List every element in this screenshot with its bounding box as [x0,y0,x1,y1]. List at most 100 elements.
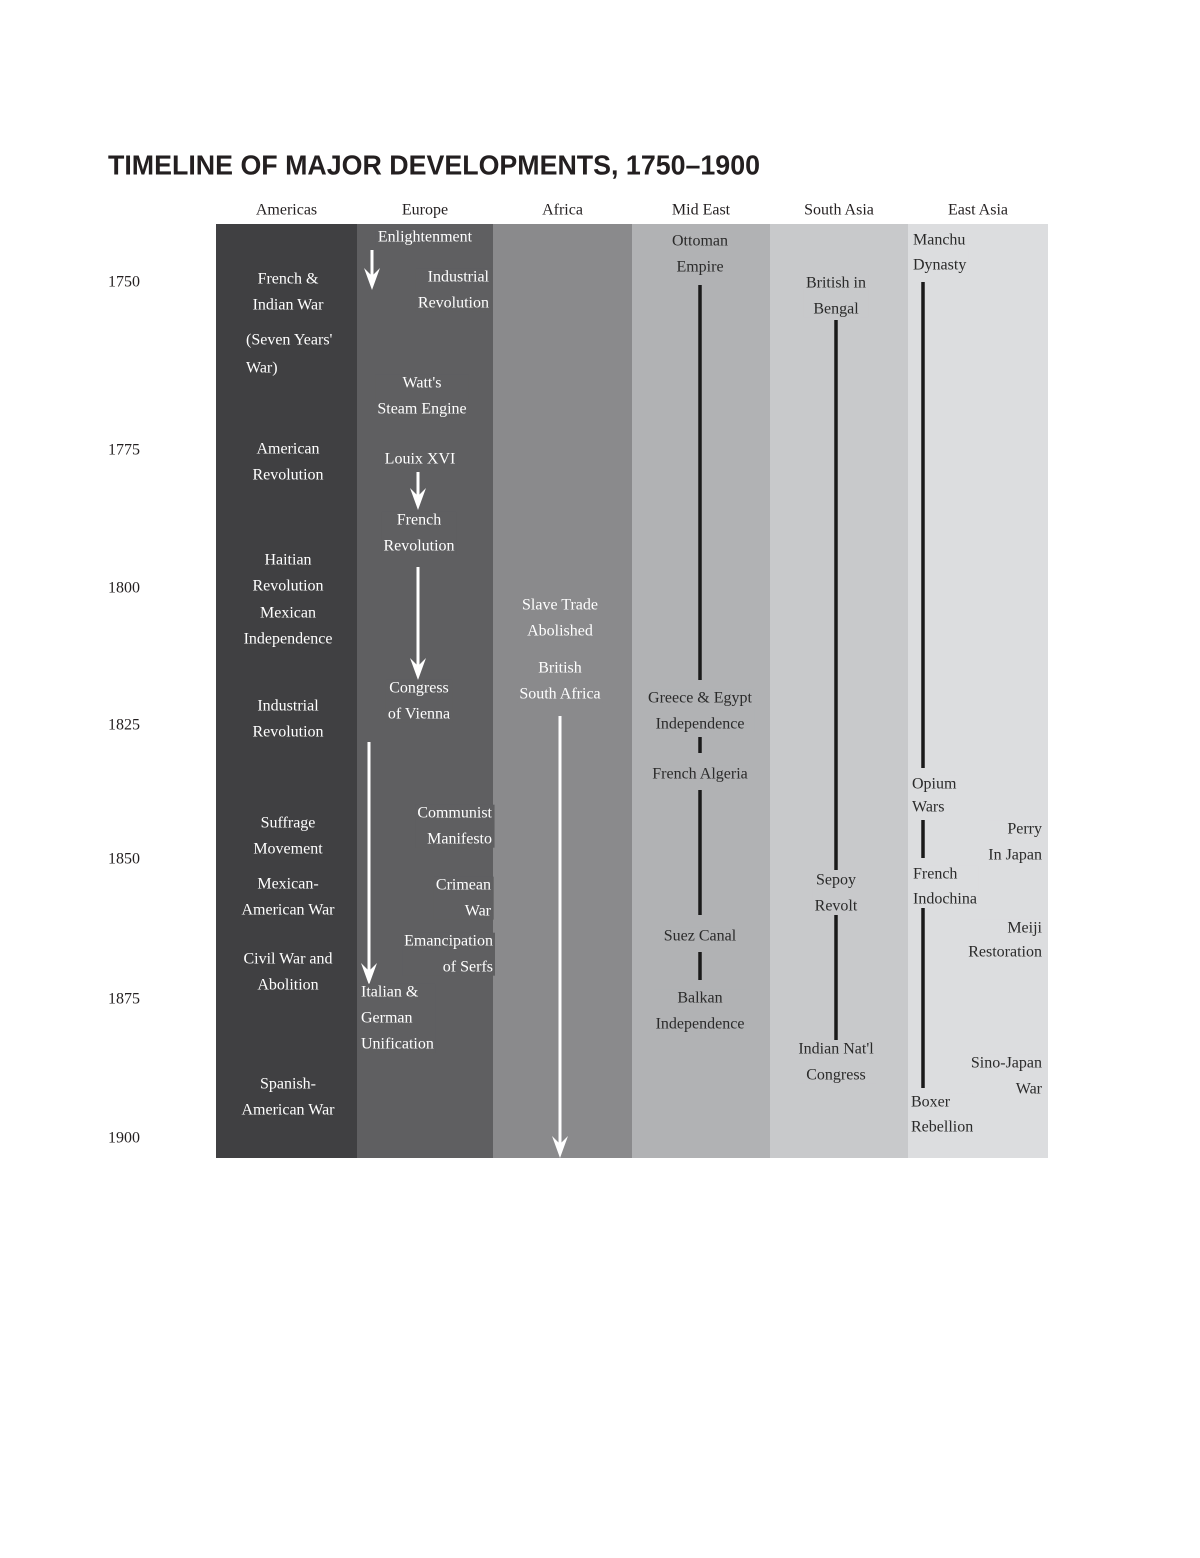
event-label: Suffrage [261,815,316,832]
event-label-bg [966,919,1045,961]
event-label: Dynasty [913,257,966,274]
event-label-bg [241,604,335,648]
event-label: American War [241,902,335,919]
event-label: Ottoman [672,233,728,250]
event-label-bg [241,950,335,994]
event-label: Industrial [428,269,490,286]
event-label: Congress [806,1067,866,1084]
event-label: Louix XVI [385,451,456,468]
event-label-bg [796,1040,877,1084]
event-label: In Japan [988,847,1042,864]
event-label-bg [382,450,458,468]
event-label: Mexican [260,605,316,622]
event-label: German [361,1010,413,1027]
event-label: American War [241,1102,335,1119]
event-label: of Serfs [443,959,493,976]
event-label: Revolution [383,538,454,555]
region-column [216,224,357,1158]
event-label: Movement [253,841,323,858]
arrow-head [410,658,426,680]
event-label: Sino-Japan [971,1055,1042,1072]
event-label: Enlightenment [378,229,473,246]
event-label-bg [968,1054,1045,1098]
event-label: Industrial [257,698,319,715]
event-label: American [256,441,319,458]
year-label: 1750 [108,274,140,291]
event-label: Abolished [527,623,593,640]
event-label: Crimean [436,877,491,894]
event-label: War) [246,360,278,377]
event-label: British [538,660,582,677]
event-label-bg [244,331,335,377]
event-label: Rebellion [911,1119,973,1136]
arrow-head [364,268,380,290]
event-label: Revolution [252,724,323,741]
event-label: Communist [417,805,492,822]
event-label-bg [415,268,492,312]
event-label-bg [433,876,494,920]
event-label-bg [381,511,457,555]
event-label-bg [239,1075,338,1119]
event-label: Opium [912,776,957,793]
column-header: Mid East [672,202,731,219]
arrow-head [361,963,377,985]
year-label: 1775 [108,442,140,459]
year-label: 1800 [108,580,140,597]
event-label: Empire [676,259,723,276]
column-header: Americas [256,202,317,219]
event-label: Emancipation [404,933,493,950]
event-label: Independence [244,631,333,648]
event-label-bg [520,596,600,640]
event-label: Indian Nat'l [798,1041,874,1058]
event-label-bg [517,659,603,703]
event-label-bg [250,551,326,595]
event-label: Watt's [403,375,442,392]
event-label: War [465,903,492,920]
event-label-bg [911,231,969,274]
event-label: Greece & Egypt [648,690,753,707]
arrow-head [410,488,426,510]
event-label: Steam Engine [377,401,466,418]
column-header: South Asia [804,202,874,219]
event-label: Meiji [1007,920,1042,937]
event-label-bg [415,804,495,848]
event-label-bg [910,775,959,816]
event-label: Perry [1007,821,1042,838]
event-label-bg [661,927,739,945]
event-label-bg [385,679,453,723]
event-label: Independence [656,716,745,733]
event-label: British in [806,275,866,292]
event-label: South Africa [519,686,600,703]
event-label-bg [909,1093,976,1136]
event-label: French [913,866,957,883]
event-label: Mexican- [257,876,318,893]
column-header: Africa [542,202,583,219]
event-label-bg [375,228,475,246]
year-label: 1900 [108,1130,140,1147]
event-label-bg [911,865,979,908]
column-header: East Asia [948,202,1008,219]
event-label: Independence [656,1016,745,1033]
event-label-bg [250,270,327,314]
event-label: Revolt [815,898,858,915]
event-label: Manifesto [427,831,492,848]
event-label-bg [239,875,338,919]
event-label: Italian & [361,984,419,1001]
event-label-bg [812,871,860,915]
event-label: French Algeria [652,766,748,783]
event-label-bg [402,932,495,976]
event-label: Congress [389,680,449,697]
event-label: Slave Trade [522,597,598,614]
event-label-bg [803,274,869,318]
event-label: Haitian [264,552,311,569]
event-label: Revolution [252,467,323,484]
event-label: of Vienna [388,706,450,723]
event-label: Indochina [913,891,977,908]
column-header: Europe [402,202,448,219]
event-label: Suez Canal [664,928,737,945]
event-label: Spanish- [260,1076,316,1093]
region-column [770,224,908,1158]
event-label: Revolution [418,295,489,312]
event-label-bg [646,689,755,733]
event-label: Unification [361,1036,434,1053]
